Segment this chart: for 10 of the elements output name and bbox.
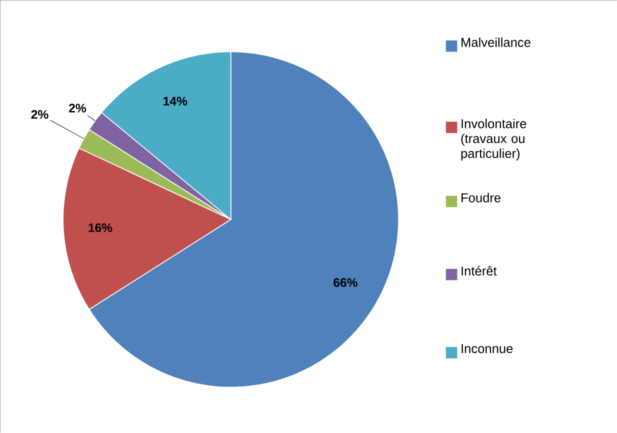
data-label: 16% — [88, 223, 112, 232]
data-label: 2% — [31, 110, 48, 119]
data-label: 2% — [69, 104, 86, 113]
legend-label: Malveillance — [462, 38, 530, 48]
legend-label: Foudre — [462, 193, 501, 202]
data-label: 66% — [334, 278, 358, 287]
data-label: 14% — [164, 96, 188, 106]
legend-label: Involontaire (travaux ou particulier) — [461, 118, 526, 161]
legend-label: Intérêt — [462, 266, 497, 276]
legend-label: Inconnue — [462, 344, 513, 354]
